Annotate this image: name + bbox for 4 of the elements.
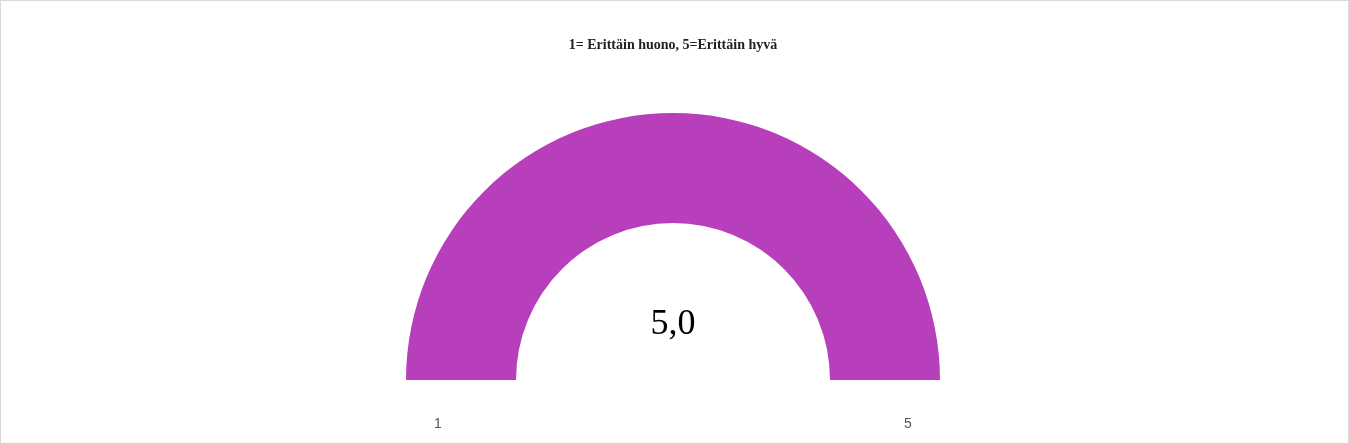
text: 5,0 (650, 302, 696, 342)
text: 1 (434, 415, 443, 431)
chart-title: 1= Erittäin huono, 5=Erittäin hyvä (568, 37, 778, 52)
text: 5 (904, 415, 913, 431)
